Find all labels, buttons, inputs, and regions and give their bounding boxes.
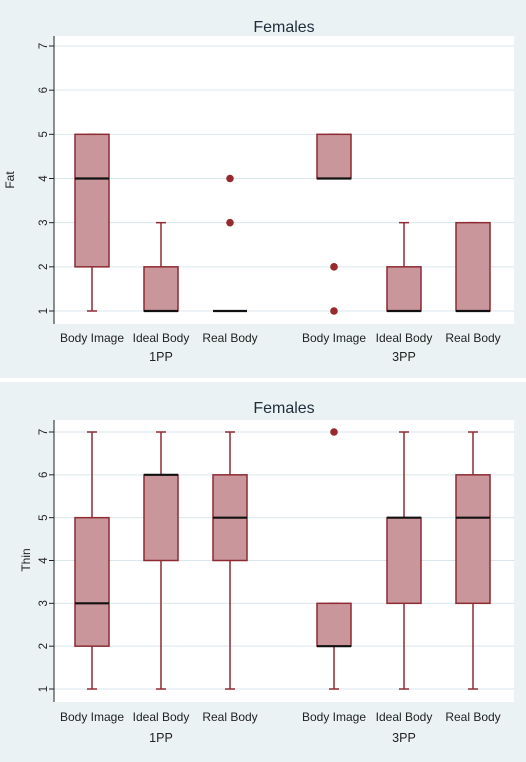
box-real-body xyxy=(212,431,248,690)
y-tick-label: 3 xyxy=(38,219,50,225)
y-axis-label: Thin xyxy=(19,548,33,571)
y-tick-label: 1 xyxy=(38,308,50,314)
category-label: Body Image xyxy=(60,331,124,345)
y-tick-label: 5 xyxy=(38,514,50,520)
outlier-point xyxy=(330,263,338,271)
category-label: Body Image xyxy=(302,331,366,345)
box-ideal-body xyxy=(386,221,422,313)
outlier-point xyxy=(226,218,234,227)
box-iqr xyxy=(386,266,422,312)
box-body-image xyxy=(74,133,110,312)
box-iqr xyxy=(386,516,422,605)
box-iqr xyxy=(74,133,110,268)
y-tick-label: 4 xyxy=(38,557,50,564)
y-tick-label: 3 xyxy=(38,600,50,606)
box-iqr xyxy=(455,474,491,605)
category-label: Body Image xyxy=(60,710,124,724)
box-body-image xyxy=(74,431,110,690)
box-iqr xyxy=(143,266,179,312)
plot-area xyxy=(54,36,514,324)
chart-title: Females xyxy=(253,19,314,36)
box-iqr xyxy=(143,474,179,562)
gridlines xyxy=(54,45,514,312)
box-ideal-body xyxy=(143,431,179,690)
outlier-point xyxy=(226,174,234,183)
category-label: Ideal Body xyxy=(133,331,190,345)
box-real-body xyxy=(455,431,491,690)
y-tick-label: 7 xyxy=(38,429,50,435)
group-label-3pp: 3PP xyxy=(392,731,416,745)
y-tick-label: 1 xyxy=(38,686,50,692)
group-label-1pp: 1PP xyxy=(149,731,173,745)
box-iqr xyxy=(455,221,491,312)
box-ideal-body xyxy=(386,431,422,690)
box-body-image xyxy=(316,428,352,690)
box-iqr xyxy=(74,516,110,647)
group-label-1pp: 1PP xyxy=(149,350,173,364)
y-axis-label: Fat xyxy=(3,171,17,189)
y-tick-label: 2 xyxy=(38,264,50,270)
box-real-body xyxy=(213,174,247,313)
y-axis-ticks: 1 2 3 4 5 6 7 xyxy=(38,43,54,314)
y-tick-label: 6 xyxy=(38,472,50,478)
category-label: Body Image xyxy=(302,710,366,724)
category-label: Ideal Body xyxy=(376,331,433,345)
y-tick-label: 4 xyxy=(38,175,50,182)
y-tick-label: 7 xyxy=(38,43,50,49)
gridlines xyxy=(54,431,514,690)
y-tick-label: 5 xyxy=(38,131,50,137)
category-label: Ideal Body xyxy=(376,710,433,724)
category-label: Real Body xyxy=(445,331,500,345)
category-label: Real Body xyxy=(445,710,500,724)
box-real-body xyxy=(455,221,491,313)
box-ideal-body xyxy=(143,221,179,313)
box-iqr xyxy=(316,133,352,180)
group-label-3pp: 3PP xyxy=(392,350,416,364)
outlier-point xyxy=(330,428,338,436)
y-tick-label: 2 xyxy=(38,643,50,649)
chart-panel-fat: Females Fat 1 2 3 4 5 6 7 Body Image Ideal Bod… xyxy=(0,0,526,378)
category-label: Ideal Body xyxy=(133,710,190,724)
y-axis-ticks: 1 2 3 4 5 6 7 xyxy=(38,429,54,692)
chart-panel-thin: Females Thin 1 2 3 4 5 6 7 Body Image Ideal Bo… xyxy=(0,382,526,762)
chart-title: Females xyxy=(253,400,314,417)
boxes xyxy=(74,133,491,315)
y-tick-label: 6 xyxy=(38,87,50,93)
box-iqr xyxy=(316,602,352,647)
box-body-image xyxy=(316,133,352,315)
category-label: Real Body xyxy=(202,710,257,724)
outlier-point xyxy=(330,307,338,315)
category-label: Real Body xyxy=(202,331,257,345)
boxes xyxy=(74,428,491,690)
